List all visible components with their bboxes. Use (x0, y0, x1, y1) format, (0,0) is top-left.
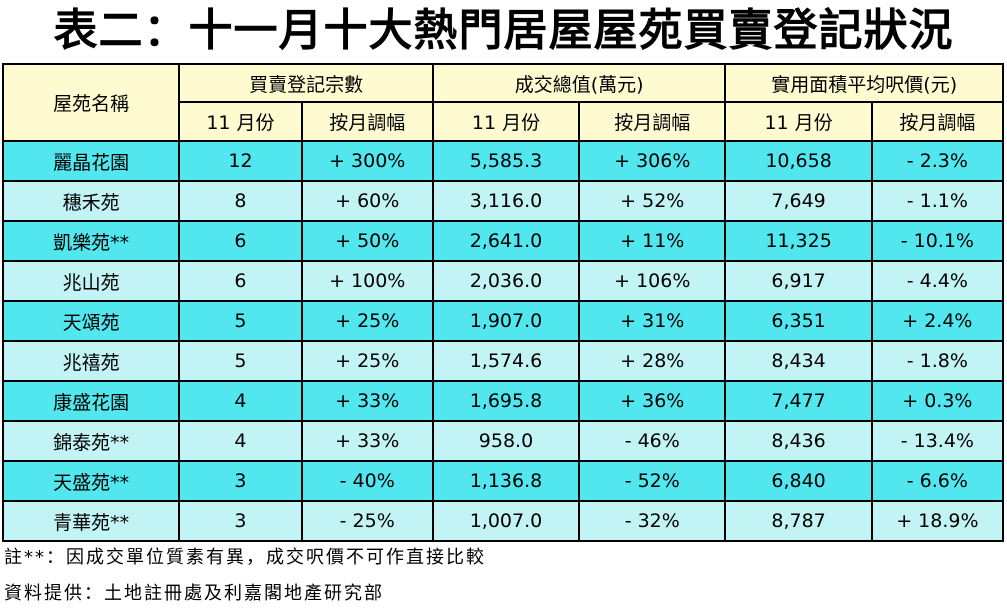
subheader-mom-change: 按月調幅 (578, 101, 727, 142)
avg-price-cell: 8,436 (724, 420, 873, 462)
transactions-cell: 6 (178, 220, 303, 262)
transactions-change-cell: + 60% (300, 180, 434, 222)
avg-price-cell: 6,840 (724, 460, 873, 502)
avg-price-cell: 11,325 (724, 220, 873, 262)
footnote: 註**：因成交單位質素有異，成交呎價不可作直接比較 (4, 547, 486, 568)
subheader-month: 11 月份 (724, 101, 873, 142)
total-value-cell: 1,136.8 (431, 460, 581, 502)
table-row: 麗晶花園 12 + 300% 5,585.3 + 306% 10,658- 2.3% (1, 140, 1005, 182)
table-row: 康盛花園 4 + 33% 1,695.8 + 36% 7,477 + 0.3% (1, 380, 1005, 422)
estate-name-cell: 麗晶花園 (1, 140, 181, 182)
transactions-change-cell: + 50% (300, 220, 434, 262)
total-value-change-cell: + 106% (578, 260, 727, 302)
avg-price-change-cell: - 1.8% (870, 340, 1005, 382)
transactions-change-cell: + 300% (300, 140, 434, 182)
table-row: 兆山苑 6 + 100% 2,036.0 + 106% 6,917- 4.4% (1, 260, 1005, 302)
avg-price-cell: 6,917 (724, 260, 873, 302)
transactions-cell: 4 (178, 420, 303, 462)
transactions-change-cell: + 33% (300, 420, 434, 462)
transactions-change-cell: + 100% (300, 260, 434, 302)
column-group-transactions: 買賣登記宗數 (178, 63, 434, 103)
transactions-cell: 3 (178, 460, 303, 502)
avg-price-cell: 10,658 (724, 140, 873, 182)
total-value-cell: 5,585.3 (431, 140, 581, 182)
subheader-month: 11 月份 (178, 101, 303, 142)
source-note: 資料提供：土地註冊處及利嘉閣地產研究部 (4, 583, 384, 604)
column-group-avg-price: 實用面積平均呎價(元) (724, 63, 1004, 103)
subheader-mom-change: 按月調幅 (300, 101, 434, 142)
transactions-cell: 6 (178, 260, 303, 302)
total-value-cell: 1,907.0 (431, 300, 581, 342)
total-value-change-cell: + 11% (578, 220, 727, 262)
subheader-month: 11 月份 (431, 101, 581, 142)
page-title: 表二：十一月十大熱門居屋屋苑買賣登記狀況 (53, 5, 954, 56)
estate-name-cell: 凱樂苑** (1, 220, 181, 262)
table-row: 青華苑** 3- 25% 1,007.0- 32% 8,787 + 18.9% (1, 500, 1005, 542)
column-header-estate: 屋苑名稱 (1, 63, 181, 142)
subheader-mom-change: 按月調幅 (870, 101, 1005, 142)
transactions-change-cell: + 25% (300, 300, 434, 342)
transactions-change-cell: + 25% (300, 340, 434, 382)
transactions-cell: 8 (178, 180, 303, 222)
data-table: 屋苑名稱 買賣登記宗數 成交總值(萬元) 實用面積平均呎價(元) 11 月份 按… (1, 63, 1005, 542)
total-value-change-cell: + 36% (578, 380, 727, 422)
avg-price-change-cell: - 10.1% (870, 220, 1005, 262)
estate-name-cell: 青華苑** (1, 500, 181, 542)
avg-price-change-cell: - 2.3% (870, 140, 1005, 182)
transactions-cell: 5 (178, 300, 303, 342)
transactions-cell: 4 (178, 380, 303, 422)
transactions-cell: 12 (178, 140, 303, 182)
total-value-cell: 2,641.0 (431, 220, 581, 262)
total-value-cell: 958.0 (431, 420, 581, 462)
total-value-change-cell: - 32% (578, 500, 727, 542)
avg-price-change-cell: + 18.9% (870, 500, 1005, 542)
avg-price-change-cell: - 6.6% (870, 460, 1005, 502)
avg-price-change-cell: - 13.4% (870, 420, 1005, 462)
table-row: 天盛苑** 3- 40% 1,136.8- 52% 6,840- 6.6% (1, 460, 1005, 502)
total-value-cell: 3,116.0 (431, 180, 581, 222)
table-row: 穗禾苑 8 + 60% 3,116.0 + 52% 7,649- 1.1% (1, 180, 1005, 222)
transactions-cell: 5 (178, 340, 303, 382)
avg-price-cell: 6,351 (724, 300, 873, 342)
avg-price-change-cell: - 1.1% (870, 180, 1005, 222)
header-row-sub: 11 月份 按月調幅 11 月份 按月調幅 11 月份 按月調幅 (3, 101, 1005, 142)
table-row: 錦泰苑** 4 + 33% 958.0- 46% 8,436- 13.4% (1, 420, 1005, 462)
estate-name-cell: 兆山苑 (1, 260, 181, 302)
header-row-groups: 屋苑名稱 買賣登記宗數 成交總值(萬元) 實用面積平均呎價(元) (1, 63, 1004, 142)
total-value-change-cell: + 28% (578, 340, 727, 382)
avg-price-cell: 7,649 (724, 180, 873, 222)
avg-price-cell: 8,434 (724, 340, 873, 382)
total-value-change-cell: - 46% (578, 420, 727, 462)
table-row: 天頌苑 5 + 25% 1,907.0 + 31% 6,351 + 2.4% (1, 300, 1005, 342)
estate-name-cell: 天盛苑** (1, 460, 181, 502)
column-group-total-value: 成交總值(萬元) (431, 63, 727, 103)
total-value-cell: 2,036.0 (431, 260, 581, 302)
transactions-change-cell: + 33% (300, 380, 434, 422)
transactions-change-cell: - 25% (300, 500, 434, 542)
total-value-cell: 1,007.0 (431, 500, 581, 542)
estate-name-cell: 康盛花園 (1, 380, 181, 422)
transactions-change-cell: - 40% (300, 460, 434, 502)
total-value-change-cell: + 31% (578, 300, 727, 342)
total-value-change-cell: + 52% (578, 180, 727, 222)
avg-price-change-cell: + 2.4% (870, 300, 1005, 342)
estate-name-cell: 穗禾苑 (1, 180, 181, 222)
transactions-cell: 3 (178, 500, 303, 542)
table-body: 麗晶花園 12 + 300% 5,585.3 + 306% 10,658- 2.3% 穗禾苑… (1, 140, 1005, 542)
total-value-change-cell: - 52% (578, 460, 727, 502)
estate-name-cell: 兆禧苑 (1, 340, 181, 382)
total-value-cell: 1,695.8 (431, 380, 581, 422)
estate-name-cell: 錦泰苑** (1, 420, 181, 462)
table-row: 兆禧苑 5 + 25% 1,574.6 + 28% 8,434- 1.8% (1, 340, 1005, 382)
avg-price-cell: 7,477 (724, 380, 873, 422)
total-value-cell: 1,574.6 (431, 340, 581, 382)
total-value-change-cell: + 306% (578, 140, 727, 182)
table-row: 凱樂苑** 6 + 50% 2,641.0 + 11% 11,325- 10.1% (1, 220, 1005, 262)
avg-price-change-cell: + 0.3% (870, 380, 1005, 422)
avg-price-change-cell: - 4.4% (870, 260, 1005, 302)
estate-name-cell: 天頌苑 (1, 300, 181, 342)
avg-price-cell: 8,787 (724, 500, 873, 542)
